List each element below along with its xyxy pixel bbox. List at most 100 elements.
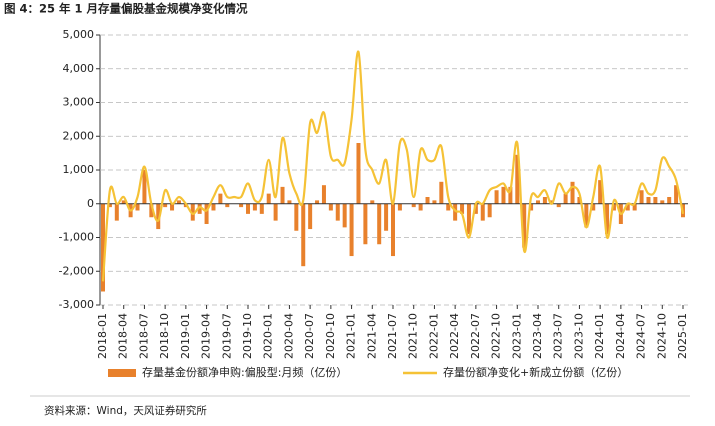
y-tick-label: 1,000: [63, 163, 95, 176]
bar: [294, 203, 299, 231]
bar: [487, 203, 492, 218]
x-tick-label: 2023-04: [531, 313, 544, 359]
x-tick-label: 2019-01: [179, 313, 192, 359]
bar: [315, 200, 320, 204]
x-tick-label: 2021-07: [386, 313, 399, 359]
bar: [308, 203, 313, 230]
bar: [584, 203, 589, 228]
bar: [259, 203, 264, 214]
bar: [142, 170, 147, 204]
bar: [211, 203, 216, 211]
bar: [466, 203, 471, 235]
bar: [446, 203, 451, 211]
x-tick-label: 2024-07: [635, 313, 648, 359]
bar: [418, 203, 423, 211]
legend-label: 存量基金份额净申购:偏股型:月频（亿份）: [142, 365, 347, 379]
bar: [239, 203, 244, 208]
bar: [460, 203, 465, 214]
legend-swatch: [108, 369, 136, 377]
bar: [646, 197, 651, 204]
bar: [218, 193, 223, 204]
bar: [536, 200, 540, 204]
x-tick-label: 2021-04: [365, 313, 378, 359]
bar: [494, 190, 499, 204]
x-tick-label: 2020-10: [324, 313, 337, 359]
bar: [225, 203, 230, 208]
x-tick-label: 2023-10: [572, 313, 585, 359]
bar: [529, 203, 534, 211]
x-tick-label: 2023-01: [510, 313, 523, 359]
y-tick-label: 5,000: [63, 28, 95, 41]
y-tick-label: 2,000: [63, 129, 95, 142]
bar: [149, 203, 154, 218]
bar: [114, 203, 119, 221]
x-tick-label: 2019-04: [200, 313, 213, 359]
bar: [384, 203, 389, 231]
x-tick-label: 2021-10: [407, 313, 420, 359]
bar: [107, 203, 112, 208]
x-tick-label: 2020-01: [262, 313, 275, 359]
line: [101, 50, 685, 282]
bar: [508, 186, 513, 204]
bar: [370, 200, 375, 204]
bar: [335, 203, 340, 221]
y-tick-label: 4,000: [63, 62, 95, 75]
bar: [273, 203, 278, 221]
bar: [197, 203, 202, 214]
y-tick-label: -3,000: [59, 298, 94, 311]
bar: [121, 200, 126, 204]
bar: [667, 197, 672, 204]
x-tick-label: 2024-01: [593, 313, 606, 359]
bar: [328, 203, 333, 211]
bar: [135, 203, 140, 211]
bar: [660, 200, 665, 204]
x-tick-label: 2019-07: [220, 313, 233, 359]
x-tick-label: 2024-10: [655, 313, 668, 359]
x-tick-label: 2018-01: [96, 313, 109, 359]
bar: [163, 203, 168, 208]
bar: [570, 181, 575, 204]
bar: [170, 203, 175, 211]
bar: [377, 203, 382, 245]
x-tick-label: 2022-10: [490, 313, 503, 359]
bar: [542, 197, 547, 204]
bar: [577, 197, 582, 204]
x-tick-label: 2025-01: [676, 313, 689, 359]
y-tick-label: 0: [87, 197, 94, 210]
bar: [439, 181, 444, 204]
bar: [301, 203, 306, 267]
bar: [321, 185, 326, 204]
bar: [432, 200, 437, 204]
bar: [252, 203, 257, 211]
bar: [480, 203, 485, 221]
bar: [501, 186, 506, 204]
bar: [204, 203, 209, 224]
x-tick-label: 2019-10: [241, 313, 254, 359]
bar: [342, 203, 347, 228]
legend-label: 存量份额净变化+新成立份额（亿份）: [443, 365, 628, 379]
y-tick-label: -1,000: [59, 231, 94, 244]
bar: [287, 200, 292, 204]
bar: [611, 203, 616, 211]
bar: [349, 203, 354, 257]
bar: [425, 197, 430, 204]
bar: [280, 186, 285, 204]
bar: [563, 193, 568, 204]
x-tick-label: 2020-07: [303, 313, 316, 359]
bar: [591, 203, 596, 211]
bar: [556, 203, 561, 208]
chart-title: 图 4：25 年 1 月存量偏股基金规模净变化情况: [4, 2, 248, 16]
bar: [156, 203, 161, 230]
x-tick-label: 2021-01: [345, 313, 358, 359]
x-tick-label: 2023-07: [552, 313, 565, 359]
bar: [190, 203, 195, 221]
bar: [632, 203, 637, 211]
bar: [639, 190, 644, 204]
bar: [522, 203, 527, 248]
x-tick-label: 2024-04: [614, 313, 627, 359]
x-tick-label: 2018-07: [137, 313, 150, 359]
bar: [101, 203, 105, 292]
bar: [515, 154, 520, 204]
y-tick-label: -2,000: [59, 264, 94, 277]
